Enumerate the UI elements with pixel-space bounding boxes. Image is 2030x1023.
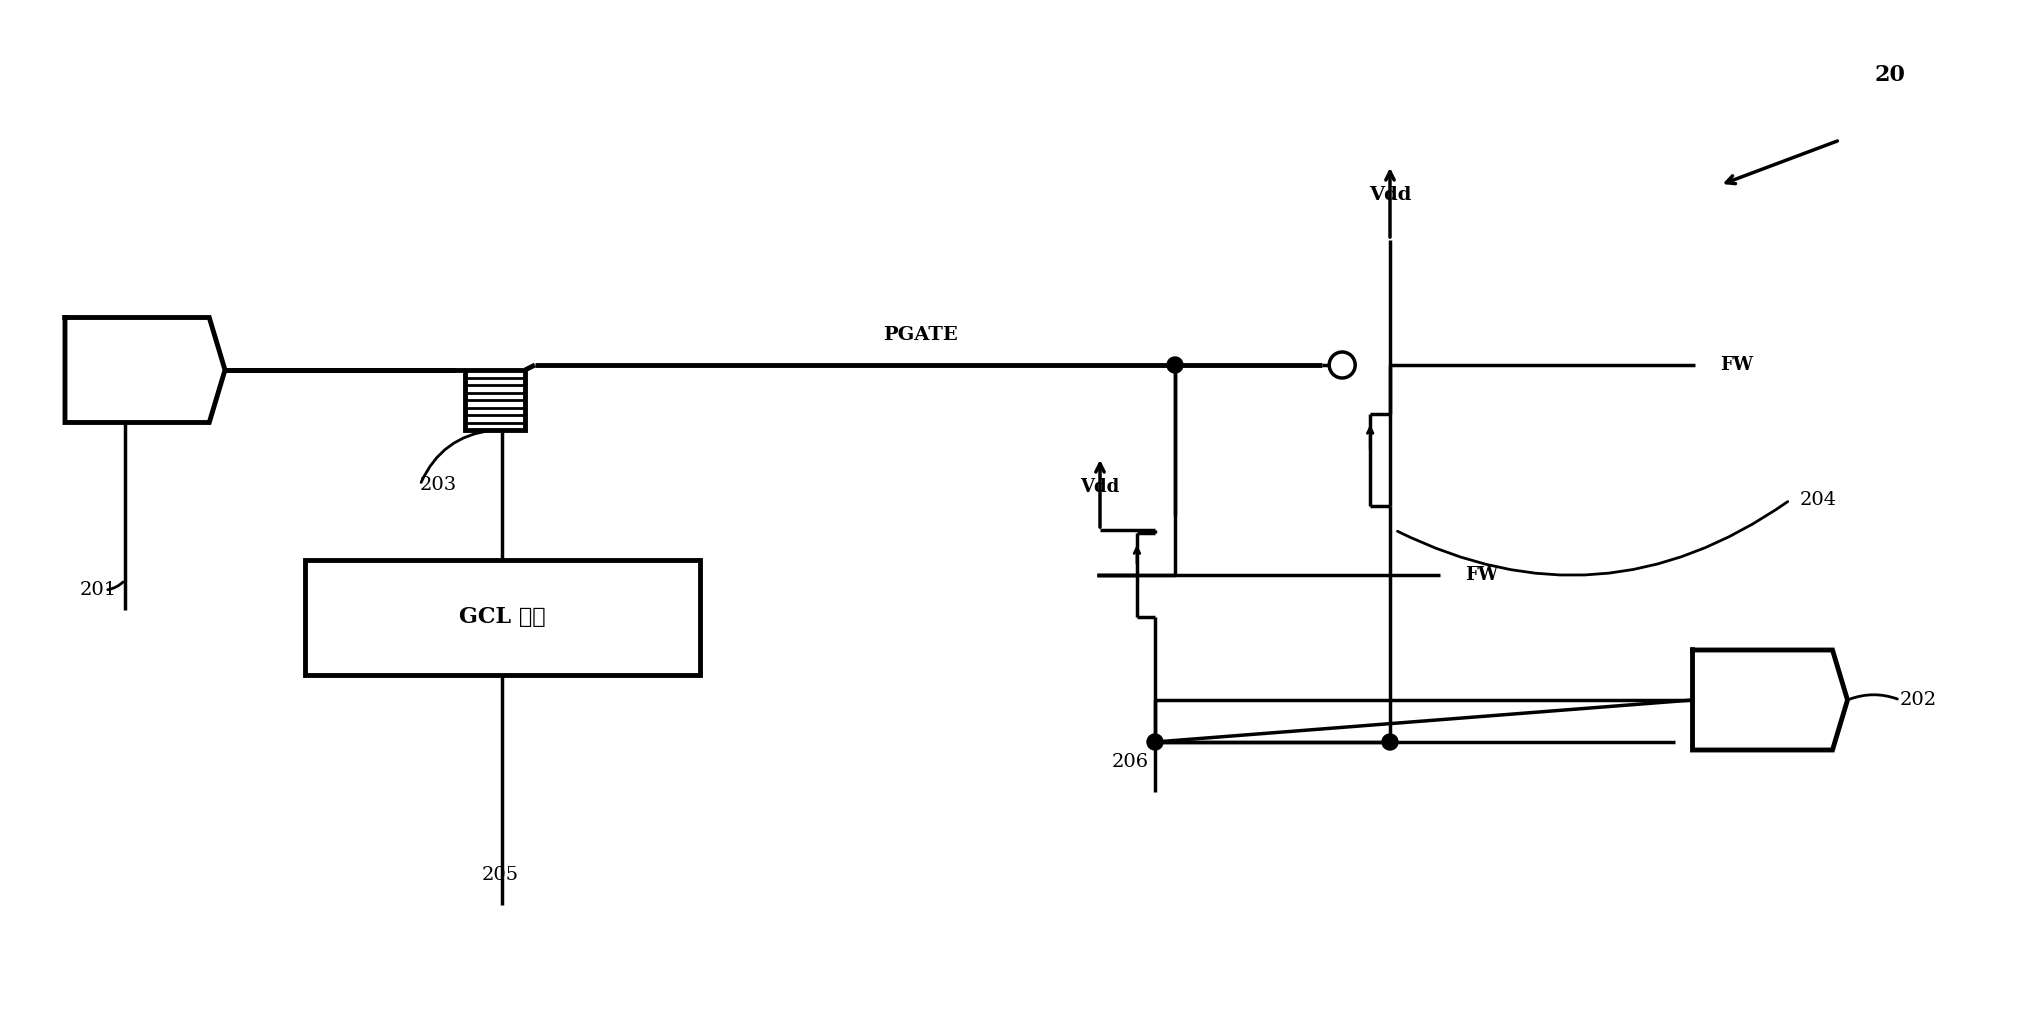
Circle shape xyxy=(1167,357,1183,373)
Text: 203: 203 xyxy=(420,476,457,494)
Text: 206: 206 xyxy=(1112,753,1149,771)
Text: 20: 20 xyxy=(1874,64,1906,86)
Text: Vdd: Vdd xyxy=(1368,186,1411,204)
Text: GCL 电路: GCL 电路 xyxy=(459,606,546,628)
Bar xyxy=(304,560,700,675)
Text: FW: FW xyxy=(1719,356,1754,374)
Circle shape xyxy=(1382,733,1399,750)
Text: Vdd: Vdd xyxy=(1080,478,1121,496)
Text: 205: 205 xyxy=(481,866,518,884)
Text: PGATE: PGATE xyxy=(883,326,958,344)
Circle shape xyxy=(1147,733,1163,750)
Bar xyxy=(465,370,526,430)
Text: 204: 204 xyxy=(1801,491,1837,509)
Text: 201: 201 xyxy=(79,581,118,599)
Text: 202: 202 xyxy=(1900,691,1937,709)
Text: FW: FW xyxy=(1466,566,1498,584)
